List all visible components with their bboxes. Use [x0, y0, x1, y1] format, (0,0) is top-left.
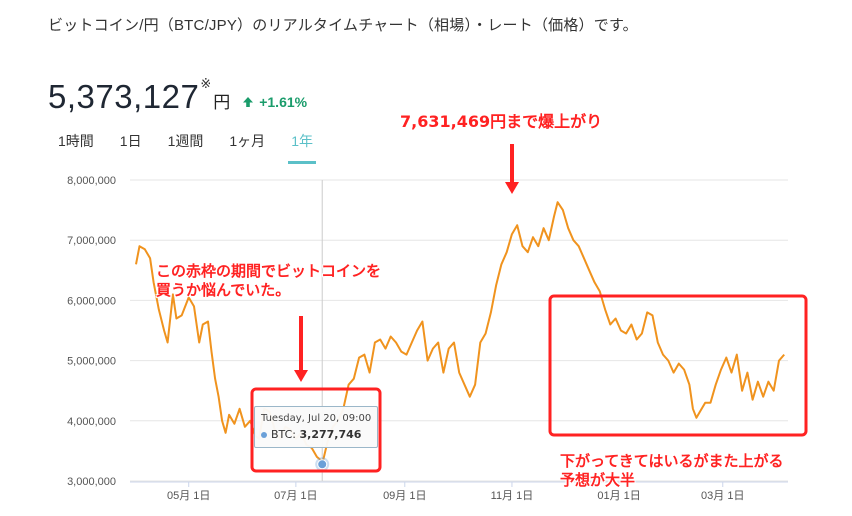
series-line-btc — [135, 201, 785, 466]
annotation-right: 下がってきてはいるがまた上がる 予想が大半 — [560, 452, 850, 490]
hover-marker — [317, 459, 328, 470]
arrow-tooltip-head — [294, 370, 308, 382]
annotation-left-line-1: この赤枠の期間でビットコインを — [156, 262, 382, 280]
x-tick-label: 11月 1日 — [491, 490, 534, 502]
x-tick-label: 01月 1日 — [597, 490, 640, 502]
tab-1-week[interactable]: 1週間 — [167, 133, 204, 149]
x-tick-label: 05月 1日 — [167, 490, 210, 502]
x-tick-label: 07月 1日 — [274, 490, 317, 502]
tooltip-value: 3,277,746 — [299, 428, 362, 441]
y-tick-label: 7,000,000 — [67, 235, 116, 247]
period-tabs: 1時間 1日 1週間 1ヶ月 1年 — [58, 131, 342, 164]
tab-1-hour[interactable]: 1時間 — [58, 133, 94, 149]
y-tick-label: 3,000,000 — [67, 476, 116, 488]
annotation-peak: 7,631,469円まで爆上がり — [400, 112, 603, 131]
page-headline: ビットコイン/円（BTC/JPY）のリアルタイムチャート（相場）・レート（価格）… — [48, 17, 638, 34]
tooltip-date: Tuesday, Jul 20, 09:00 — [261, 413, 372, 424]
tab-1-day[interactable]: 1日 — [119, 133, 142, 149]
y-tick-label: 4,000,000 — [67, 416, 116, 428]
series-dot-icon — [261, 432, 267, 438]
y-tick-label: 8,000,000 — [67, 175, 116, 187]
x-tick-label: 03月 1日 — [701, 490, 744, 502]
tab-1-month[interactable]: 1ヶ月 — [229, 133, 266, 149]
arrow-up-icon — [243, 97, 254, 107]
y-tick-label: 6,000,000 — [67, 295, 116, 307]
chart-tooltip: Tuesday, Jul 20, 09:00 BTC: 3,277,746 — [254, 406, 378, 448]
x-tick-label: 09月 1日 — [383, 490, 426, 502]
price-unit: 円 — [213, 93, 231, 112]
arrow-peak-head — [505, 182, 519, 194]
highlight-box-recent — [548, 294, 808, 437]
price-change: +1.61% — [242, 94, 307, 110]
highlight-box-tooltip — [250, 387, 382, 473]
price-display: 5,373,127 ※ 円 +1.61% — [48, 76, 307, 116]
current-price: 5,373,127 — [48, 78, 200, 115]
annotation-left: この赤枠の期間でビットコインを 買うか悩んでいた。 — [156, 262, 456, 300]
annotation-right-line-1: 下がってきてはいるがまた上がる — [560, 452, 784, 470]
annotation-right-line-2: 予想が大半 — [560, 471, 636, 489]
y-tick-label: 5,000,000 — [67, 356, 116, 368]
tooltip-series: BTC: — [271, 428, 297, 441]
tooltip-row: BTC: 3,277,746 — [261, 428, 361, 441]
annotation-left-line-2: 買うか悩んでいた。 — [156, 281, 291, 299]
price-footnote-mark: ※ — [200, 76, 212, 91]
tab-1-year[interactable]: 1年 — [288, 131, 316, 164]
price-change-value: +1.61% — [259, 94, 308, 110]
